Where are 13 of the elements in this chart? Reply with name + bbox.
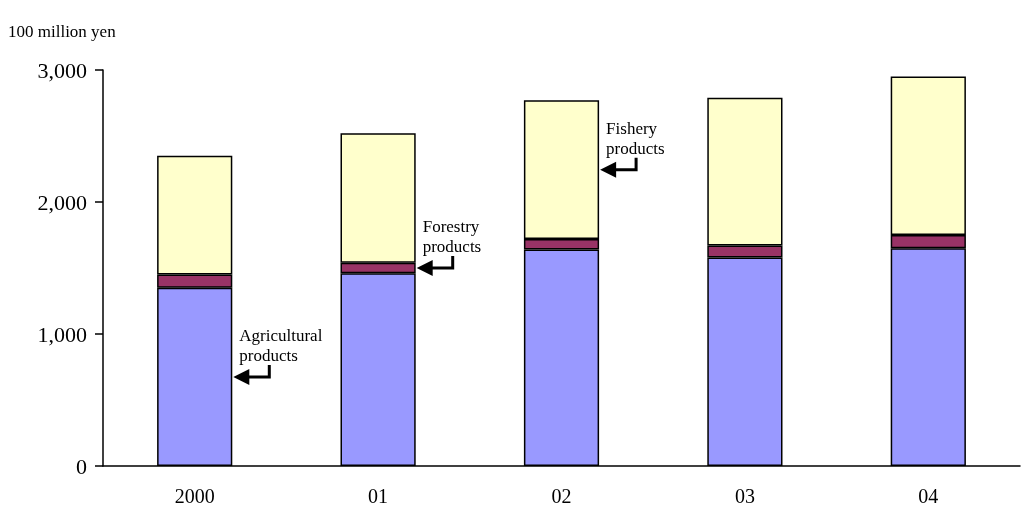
series-label: Fishery products	[606, 118, 665, 158]
x-tick-label: 01	[368, 485, 389, 507]
x-tick-label: 02	[551, 485, 572, 507]
x-tick-label: 2000	[174, 485, 215, 507]
series-label: Agricultural products	[239, 325, 323, 365]
y-tick-label: 0	[76, 453, 87, 479]
x-tick-label: 03	[734, 485, 755, 507]
x-tick-label: 04	[918, 485, 939, 507]
y-tick-label: 3,000	[37, 57, 87, 83]
y-tick-label: 2,000	[37, 189, 87, 215]
y-axis-title: 100 million yen	[8, 22, 117, 41]
series-label: Forestry products	[422, 217, 482, 256]
y-tick-label: 1,000	[37, 321, 87, 347]
